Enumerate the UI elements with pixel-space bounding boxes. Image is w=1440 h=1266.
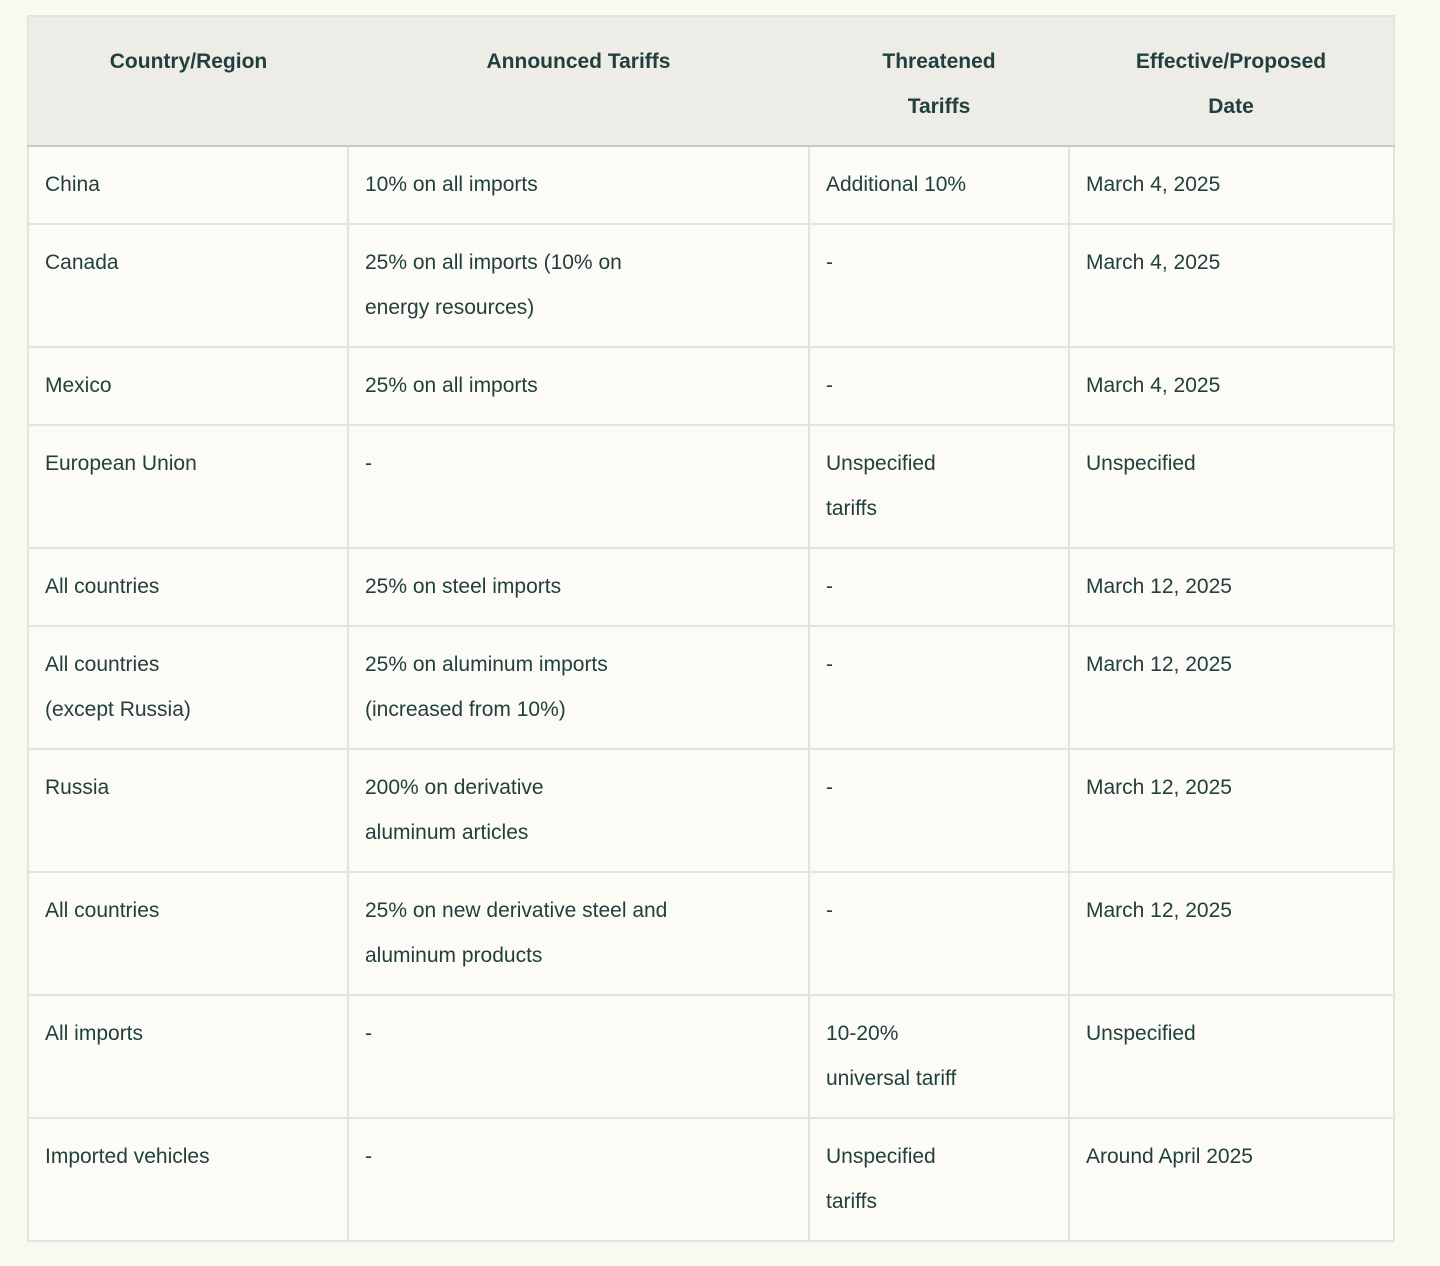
table-row: European Union - Unspecified tariffs Uns… <box>27 424 1395 549</box>
cell-announced-tariffs: 25% on new derivative steel and aluminum… <box>347 871 810 996</box>
cell-effective-date: March 12, 2025 <box>1068 748 1395 873</box>
cell-effective-date: March 12, 2025 <box>1068 547 1395 627</box>
cell-effective-date: Around April 2025 <box>1068 1117 1395 1242</box>
table-row: All countries 25% on new derivative stee… <box>27 871 1395 996</box>
cell-announced-tariffs: 25% on all imports (10% on energy resour… <box>347 223 810 348</box>
cell-threatened-tariffs: Unspecified tariffs <box>808 1117 1070 1242</box>
cell-country-region: Russia <box>27 748 349 873</box>
table-row: All imports - 10-20% universal tariff Un… <box>27 994 1395 1119</box>
tariffs-table: Country/Region Announced Tariffs Threate… <box>27 15 1395 1242</box>
cell-threatened-tariffs: - <box>808 547 1070 627</box>
cell-announced-tariffs: 10% on all imports <box>347 145 810 225</box>
cell-effective-date: March 12, 2025 <box>1068 871 1395 996</box>
cell-threatened-tariffs: 10-20% universal tariff <box>808 994 1070 1119</box>
cell-announced-tariffs: - <box>347 424 810 549</box>
table-row: China 10% on all imports Additional 10% … <box>27 145 1395 225</box>
cell-announced-tariffs: 200% on derivative aluminum articles <box>347 748 810 873</box>
cell-country-region: All countries (except Russia) <box>27 625 349 750</box>
cell-effective-date: March 12, 2025 <box>1068 625 1395 750</box>
column-header-country-region: Country/Region <box>28 16 348 147</box>
cell-country-region: European Union <box>27 424 349 549</box>
cell-effective-date: March 4, 2025 <box>1068 145 1395 225</box>
cell-threatened-tariffs: - <box>808 625 1070 750</box>
table-row: All countries (except Russia) 25% on alu… <box>27 625 1395 750</box>
cell-effective-date: Unspecified <box>1068 424 1395 549</box>
cell-threatened-tariffs: - <box>808 223 1070 348</box>
cell-threatened-tariffs: Additional 10% <box>808 145 1070 225</box>
cell-effective-date: March 4, 2025 <box>1068 223 1395 348</box>
cell-threatened-tariffs: - <box>808 346 1070 426</box>
table-row: Canada 25% on all imports (10% on energy… <box>27 223 1395 348</box>
cell-announced-tariffs: 25% on steel imports <box>347 547 810 627</box>
table-row: All countries 25% on steel imports - Mar… <box>27 547 1395 627</box>
table-row: Mexico 25% on all imports - March 4, 202… <box>27 346 1395 426</box>
cell-announced-tariffs: 25% on all imports <box>347 346 810 426</box>
cell-effective-date: Unspecified <box>1068 994 1395 1119</box>
table-row: Russia 200% on derivative aluminum artic… <box>27 748 1395 873</box>
cell-threatened-tariffs: Unspecified tariffs <box>808 424 1070 549</box>
table-row: Imported vehicles - Unspecified tariffs … <box>27 1117 1395 1242</box>
column-header-threatened-tariffs: Threatened Tariffs <box>809 16 1069 147</box>
cell-announced-tariffs: 25% on aluminum imports (increased from … <box>347 625 810 750</box>
column-header-announced-tariffs: Announced Tariffs <box>348 16 809 147</box>
cell-country-region: Mexico <box>27 346 349 426</box>
header-row: Country/Region Announced Tariffs Threate… <box>28 16 1394 147</box>
cell-country-region: China <box>27 145 349 225</box>
cell-announced-tariffs: - <box>347 994 810 1119</box>
cell-announced-tariffs: - <box>347 1117 810 1242</box>
cell-country-region: All countries <box>27 547 349 627</box>
cell-country-region: Imported vehicles <box>27 1117 349 1242</box>
column-header-effective-proposed-date: Effective/Proposed Date <box>1069 16 1394 147</box>
cell-effective-date: March 4, 2025 <box>1068 346 1395 426</box>
cell-threatened-tariffs: - <box>808 871 1070 996</box>
cell-threatened-tariffs: - <box>808 748 1070 873</box>
cell-country-region: All imports <box>27 994 349 1119</box>
cell-country-region: Canada <box>27 223 349 348</box>
cell-country-region: All countries <box>27 871 349 996</box>
